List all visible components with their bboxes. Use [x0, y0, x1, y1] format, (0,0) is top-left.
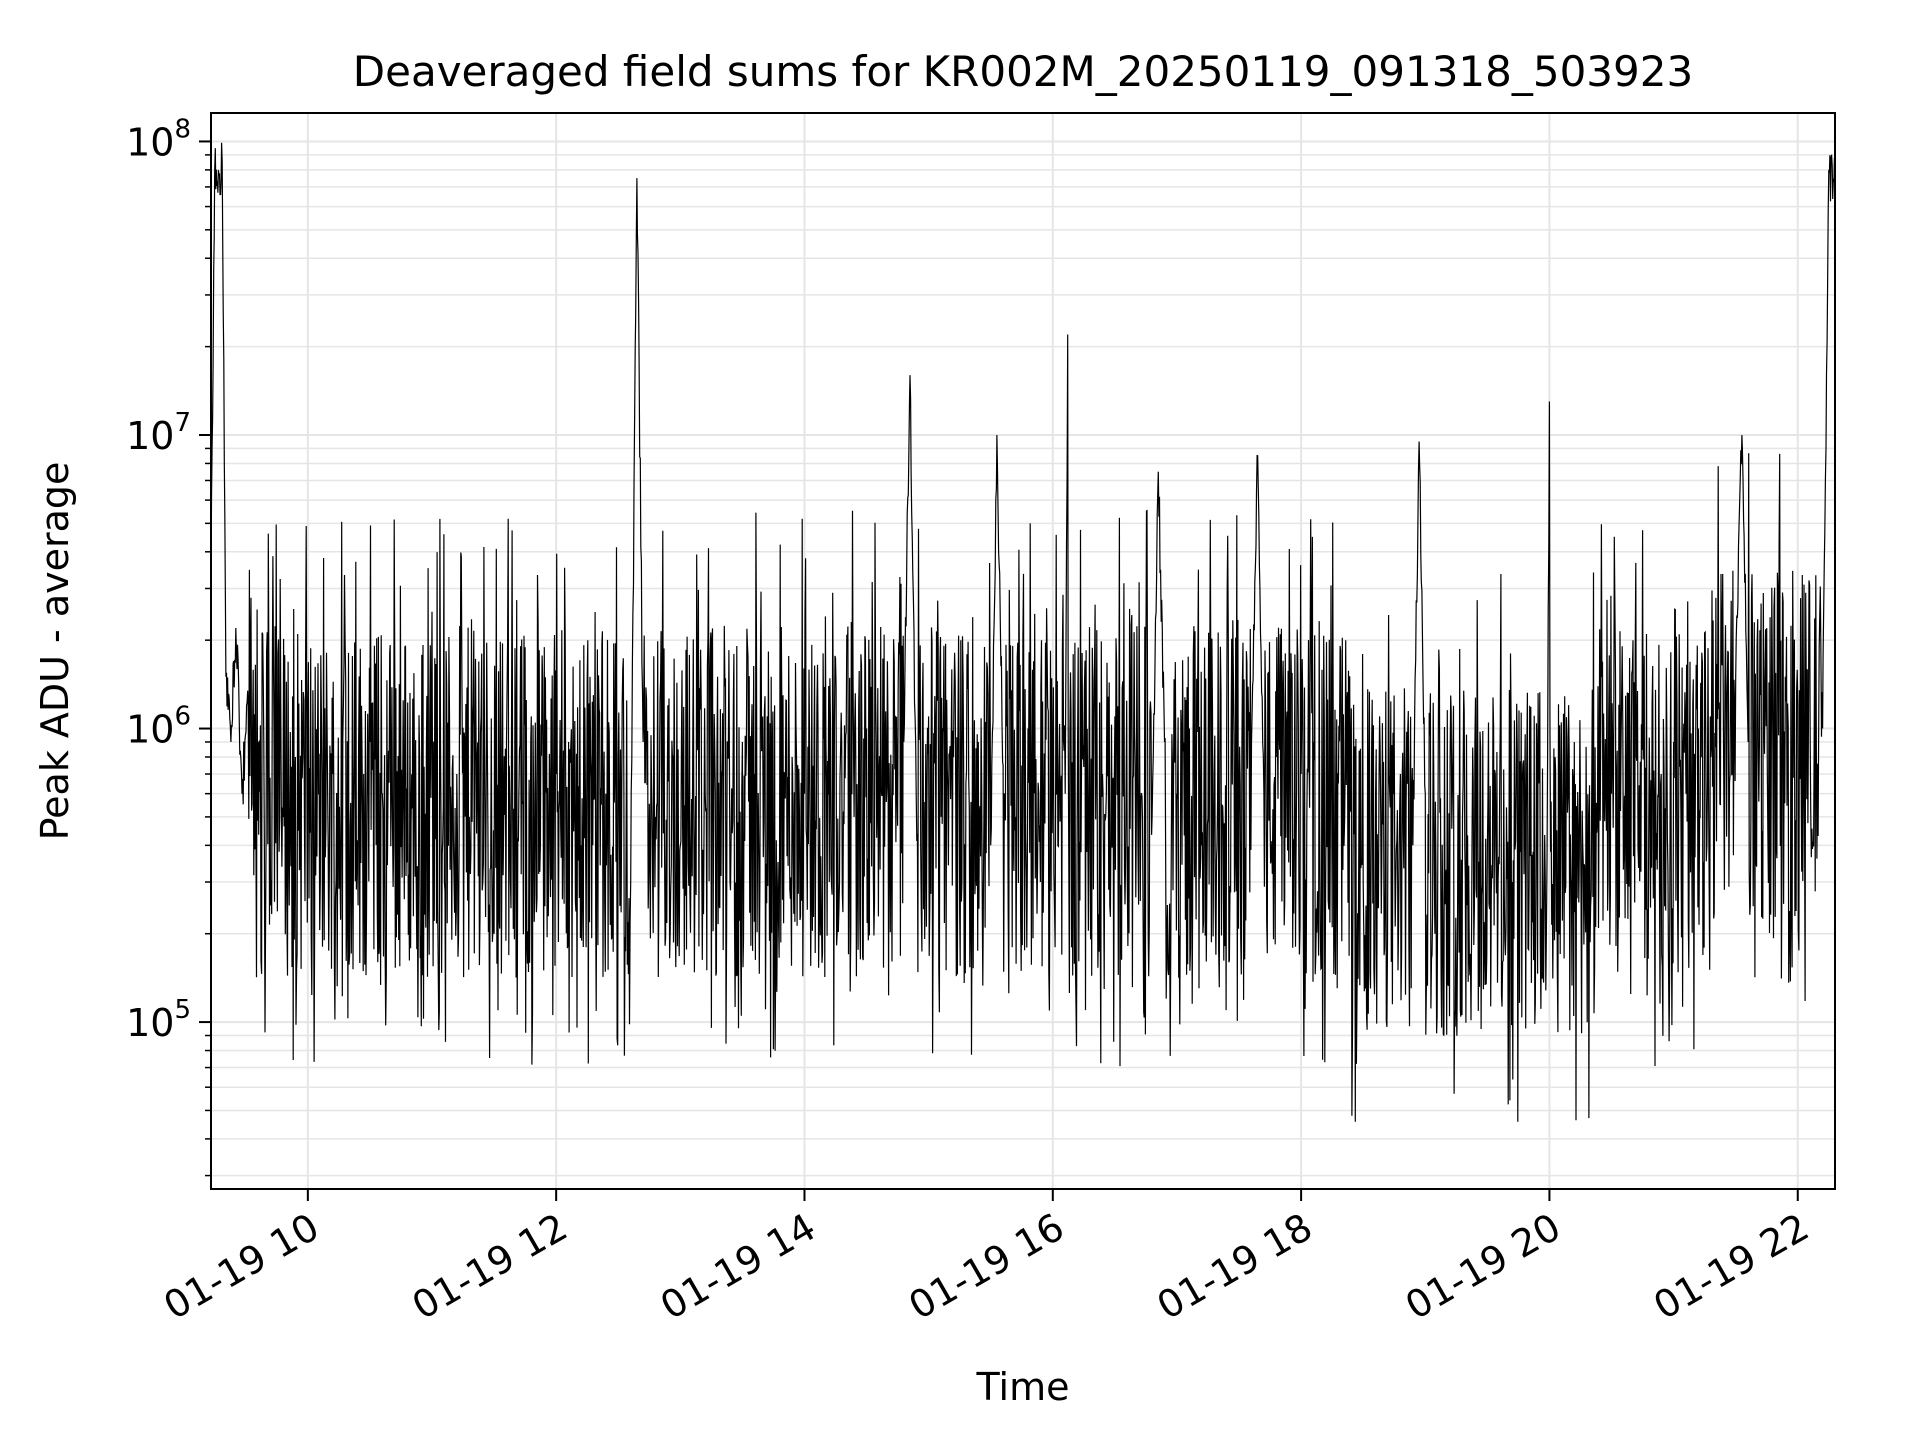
- y-tick-label: 105: [126, 995, 191, 1045]
- y-tick-label: 107: [126, 408, 191, 458]
- plot-frame: [210, 112, 1836, 1190]
- series-line: [210, 142, 1836, 1122]
- y-tick-label: 106: [126, 702, 191, 752]
- x-axis-label: Time: [976, 1365, 1070, 1409]
- series-layer: [210, 142, 1836, 1122]
- y-tick-label: 108: [126, 114, 191, 164]
- y-axis: 105 106 107 108: [126, 114, 211, 1177]
- chart-title: Deaveraged field sums for KR002M_2025011…: [353, 47, 1693, 96]
- y-axis-label: Peak ADU - average: [33, 462, 77, 841]
